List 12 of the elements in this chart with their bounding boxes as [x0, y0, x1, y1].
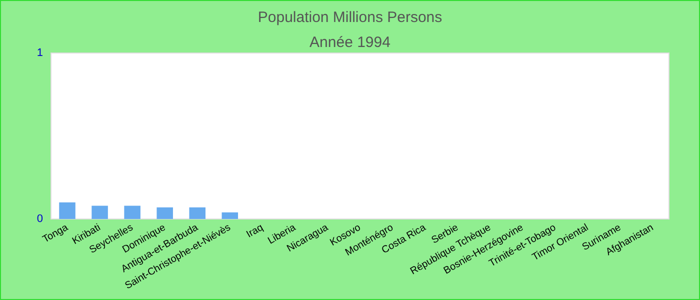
x-tick-label: Iraq [244, 222, 266, 240]
bar [124, 206, 140, 219]
x-tick-label: Tonga [40, 222, 70, 246]
bar [59, 202, 76, 219]
bar [189, 207, 206, 219]
chart-title: Population Millions Persons [258, 9, 442, 26]
bar [92, 206, 108, 219]
chart-subtitle: Année 1994 [310, 34, 390, 51]
bar [156, 207, 173, 219]
bar [222, 212, 238, 219]
y-tick-label: 1 [36, 47, 43, 59]
y-tick-label: 0 [36, 213, 43, 225]
